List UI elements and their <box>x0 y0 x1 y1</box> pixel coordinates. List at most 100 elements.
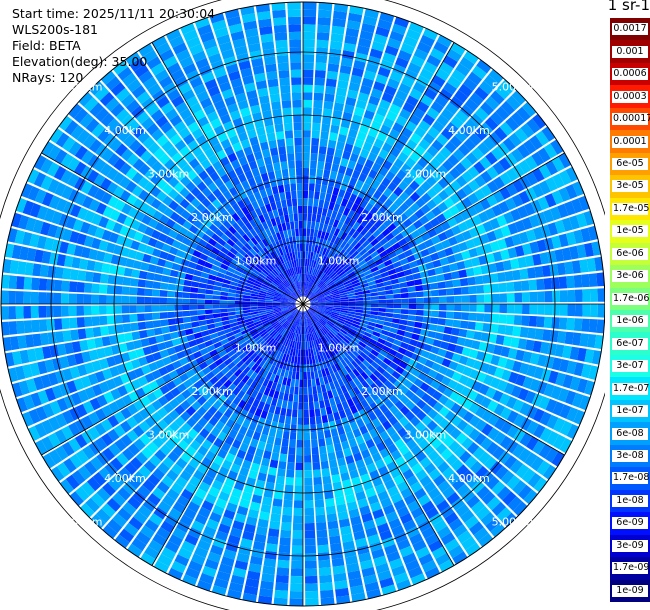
range-gate-cell <box>245 212 254 222</box>
range-gate-cell <box>278 391 285 401</box>
range-gate-cell <box>305 289 309 297</box>
range-gate-cell <box>338 409 347 419</box>
range-gate-cell <box>85 271 94 282</box>
range-gate-cell <box>398 238 408 247</box>
range-gate-cell <box>329 251 336 260</box>
range-gate-cell <box>355 256 364 264</box>
range-gate-cell <box>277 138 286 148</box>
range-gate-cell <box>269 261 277 269</box>
range-gate-cell <box>98 240 109 252</box>
range-gate-cell <box>385 264 395 271</box>
range-gate-cell <box>295 318 299 326</box>
range-gate-cell <box>121 314 131 323</box>
range-gate-cell <box>326 147 335 156</box>
range-gate-cell <box>319 400 325 409</box>
range-gate-cell <box>321 368 327 377</box>
range-gate-cell <box>300 281 303 289</box>
range-gate-cell <box>352 221 361 231</box>
range-gate-cell <box>61 305 69 317</box>
range-gate-cell <box>238 237 247 246</box>
range-gate-cell <box>420 204 431 215</box>
range-gate-cell <box>364 159 374 169</box>
range-gate-cell <box>486 441 499 455</box>
range-gate-cell <box>501 512 517 527</box>
range-gate-cell <box>519 326 529 338</box>
range-gate-cell <box>402 468 415 480</box>
range-gate-cell <box>297 289 301 297</box>
range-gate-cell <box>305 583 318 592</box>
range-gate-cell <box>340 198 349 207</box>
range-gate-cell <box>239 466 250 477</box>
azimuth-line <box>302 42 455 305</box>
range-gate-cell <box>273 17 287 26</box>
range-gate-cell <box>277 559 290 569</box>
range-gate-cell <box>327 332 334 339</box>
range-gate-cell <box>324 429 332 439</box>
range-gate-cell <box>158 233 168 243</box>
range-gate-cell <box>395 115 408 127</box>
range-gate-cell <box>220 338 229 346</box>
range-gate-cell <box>60 169 73 184</box>
range-gate-cell <box>233 345 242 353</box>
range-gate-cell <box>169 269 179 278</box>
range-gate-cell <box>174 121 187 133</box>
range-gate-cell <box>69 230 80 244</box>
range-gate-cell <box>510 337 520 348</box>
range-gate-cell <box>393 293 402 299</box>
range-gate-cell <box>400 314 409 320</box>
range-gate-cell <box>92 472 107 487</box>
range-gate-cell <box>403 519 417 532</box>
range-gate-cell <box>413 219 423 230</box>
range-gate-cell <box>513 281 522 292</box>
range-gate-cell <box>142 49 158 64</box>
range-gate-cell <box>375 424 386 435</box>
range-gate-cell <box>145 428 157 441</box>
range-gate-cell <box>270 421 278 430</box>
range-gate-cell <box>238 425 248 436</box>
range-gate-cell <box>513 428 526 443</box>
range-gate-cell <box>358 341 367 348</box>
range-gate-cell <box>84 362 95 375</box>
range-gate-cell <box>185 192 196 203</box>
range-gate-cell <box>236 348 245 357</box>
range-gate-cell <box>407 315 416 321</box>
range-gate-cell <box>528 315 537 327</box>
range-gate-cell <box>125 167 138 180</box>
range-gate-cell <box>265 264 273 272</box>
range-gate-cell <box>246 129 257 139</box>
range-gate-cell <box>100 326 109 336</box>
range-gate-cell <box>298 213 303 221</box>
range-gate-cell <box>208 328 217 335</box>
range-gate-cell <box>81 415 94 429</box>
range-gate-cell <box>144 546 160 560</box>
range-gate-cell <box>63 458 77 473</box>
range-gate-cell <box>243 20 258 31</box>
range-gate-cell <box>276 314 284 320</box>
range-gate-cell <box>202 248 211 256</box>
range-gate-cell <box>303 251 306 259</box>
range-gate-cell <box>346 562 360 573</box>
range-gate-cell <box>579 333 589 347</box>
range-gate-cell <box>490 90 505 105</box>
range-gate-cell <box>348 352 357 360</box>
range-gate-cell <box>327 281 335 288</box>
range-gate-cell <box>550 385 562 400</box>
range-gate-cell <box>266 474 276 484</box>
range-gate-cell <box>197 116 209 128</box>
range-gate-cell <box>114 285 123 295</box>
range-gate-cell <box>259 433 268 443</box>
range-gate-cell <box>431 304 440 311</box>
range-gate-cell <box>517 484 533 500</box>
range-gate-cell <box>225 452 236 463</box>
range-gate-cell <box>472 360 483 371</box>
range-gate-cell <box>327 139 337 149</box>
range-gate-cell <box>388 213 398 223</box>
range-gate-cell <box>316 423 324 432</box>
range-gate-cell <box>432 182 444 194</box>
range-gate-cell <box>280 368 286 377</box>
range-gate-cell <box>210 544 224 556</box>
range-gate-cell <box>239 442 249 453</box>
range-gate-cell <box>365 395 375 405</box>
range-gate-cell <box>392 421 403 432</box>
range-gate-cell <box>224 327 233 334</box>
